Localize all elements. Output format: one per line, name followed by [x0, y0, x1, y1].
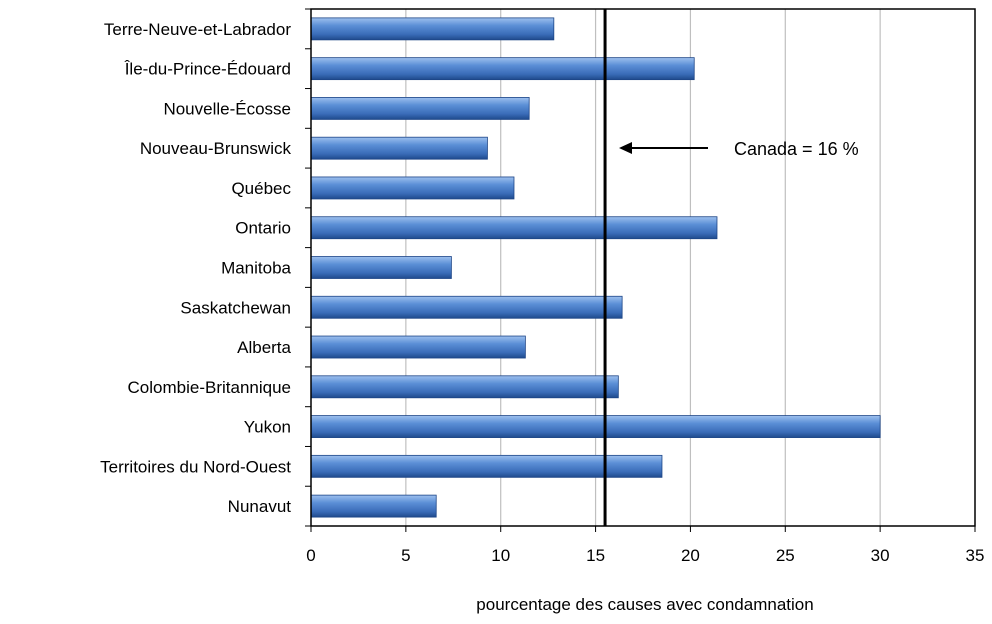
bar [310, 176, 515, 200]
bar [310, 17, 555, 41]
annotation-arrow-icon [619, 142, 632, 154]
category-label: Saskatchewan [180, 298, 291, 317]
category-label: Terre-Neuve-et-Labrador [104, 20, 291, 39]
x-tick-labels: 0 5 10 15 20 25 30 35 [306, 546, 984, 565]
bar [310, 295, 623, 319]
category-label: Yukon [244, 418, 291, 437]
gridlines [405, 9, 881, 526]
x-axis-title: pourcentage des causes avec condamnation [476, 595, 813, 614]
category-label: Île-du-Prince-Édouard [124, 60, 291, 79]
annotation-label: Canada = 16 % [734, 139, 859, 159]
bar [310, 216, 718, 240]
bar [310, 57, 695, 81]
bar [310, 97, 530, 120]
x-tick-label: 10 [491, 546, 510, 565]
x-tick-label: 0 [306, 546, 315, 565]
plot-frame [305, 8, 976, 532]
bar [310, 494, 437, 518]
bar [310, 454, 663, 478]
x-tick-label: 30 [871, 546, 890, 565]
bar [310, 256, 452, 279]
category-labels: Terre-Neuve-et-Labrador Île-du-Prince-Édo… [100, 20, 291, 516]
x-tick-label: 5 [401, 546, 410, 565]
category-label: Nunavut [228, 497, 292, 516]
bar [310, 415, 881, 438]
bar [310, 375, 619, 399]
category-label: Manitoba [221, 259, 291, 278]
x-tick-label: 25 [776, 546, 795, 565]
category-label: Nouveau-Brunswick [140, 139, 292, 158]
category-label: Nouvelle-Écosse [163, 99, 291, 118]
bar [310, 136, 488, 160]
category-label: Alberta [237, 338, 291, 357]
category-label: Québec [231, 179, 291, 198]
category-label: Colombie-Britannique [128, 378, 291, 397]
category-label: Territoires du Nord-Ouest [100, 457, 291, 476]
x-tick-label: 35 [966, 546, 985, 565]
category-label: Ontario [235, 219, 291, 238]
x-tick-label: 15 [586, 546, 605, 565]
plot-area-border [310, 8, 976, 527]
annotation-group: Canada = 16 % [619, 139, 859, 159]
bar [310, 335, 526, 359]
x-tick-label: 20 [681, 546, 700, 565]
